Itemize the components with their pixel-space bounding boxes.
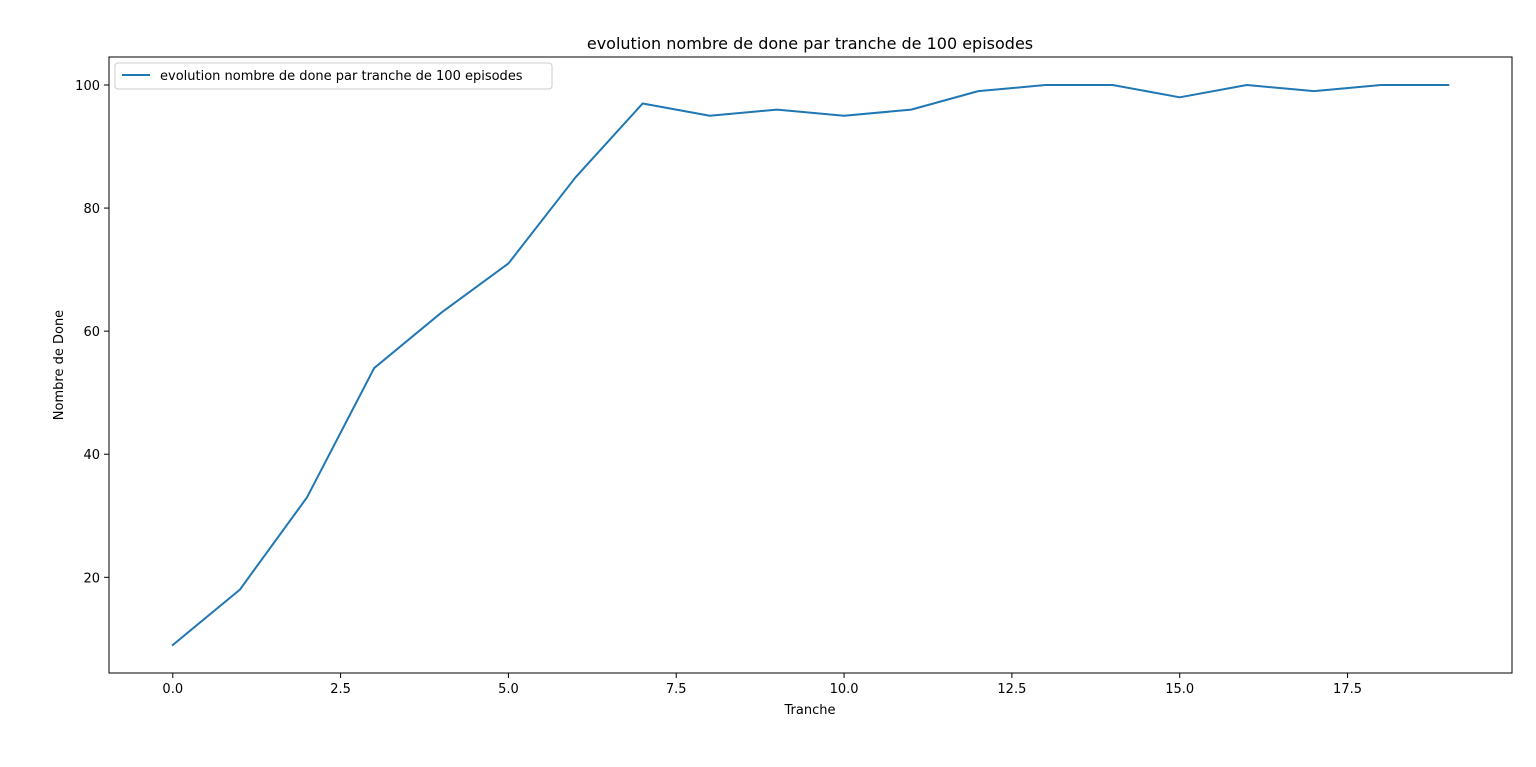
data-point <box>1112 85 1113 86</box>
data-point <box>1179 97 1180 98</box>
x-tick-label: 0.0 <box>162 682 183 697</box>
data-point <box>1448 85 1449 86</box>
axis-ticks: 0.0 2.5 5.0 7.5 10.0 12.5 15.0 17.5 20 40 60 80 100 <box>75 79 1362 697</box>
data-point <box>508 263 509 264</box>
x-tick-label: 15.0 <box>1165 682 1194 697</box>
x-tick-label: 5.0 <box>498 682 519 697</box>
data-point <box>978 91 979 92</box>
y-tick-label: 40 <box>83 448 100 463</box>
data-point <box>575 177 576 178</box>
data-point <box>441 312 442 313</box>
data-point <box>776 109 777 110</box>
data-point <box>844 115 845 116</box>
legend-label: evolution nombre de done par tranche de … <box>160 69 523 84</box>
data-point <box>1045 85 1046 86</box>
y-tick-label: 20 <box>83 571 100 586</box>
data-point <box>1381 85 1382 86</box>
data-point <box>307 497 308 498</box>
series-line <box>171 84 1450 647</box>
axes-frame <box>108 56 1513 674</box>
legend-frame <box>114 62 553 90</box>
y-tick-label: 60 <box>83 325 100 340</box>
data-point <box>239 589 240 590</box>
legend: evolution nombre de done par tranche de … <box>114 62 553 90</box>
data-point <box>911 109 912 110</box>
data-point <box>642 103 643 104</box>
data-point <box>1246 85 1247 86</box>
x-tick-label: 2.5 <box>330 682 351 697</box>
x-tick-label: 7.5 <box>666 682 687 697</box>
y-tick-label: 80 <box>83 202 100 217</box>
data-point <box>172 645 173 646</box>
y-axis-label: Nombre de Done <box>52 310 67 420</box>
chart-title: evolution nombre de done par tranche de … <box>587 34 1033 53</box>
series-layer <box>171 84 1450 647</box>
x-axis-label: Tranche <box>784 703 836 718</box>
y-tick-label: 100 <box>75 79 100 94</box>
x-tick-label: 10.0 <box>830 682 859 697</box>
data-point <box>374 368 375 369</box>
x-tick-label: 12.5 <box>997 682 1026 697</box>
x-tick-label: 17.5 <box>1333 682 1362 697</box>
data-point <box>709 115 710 116</box>
data-point <box>1313 91 1314 92</box>
